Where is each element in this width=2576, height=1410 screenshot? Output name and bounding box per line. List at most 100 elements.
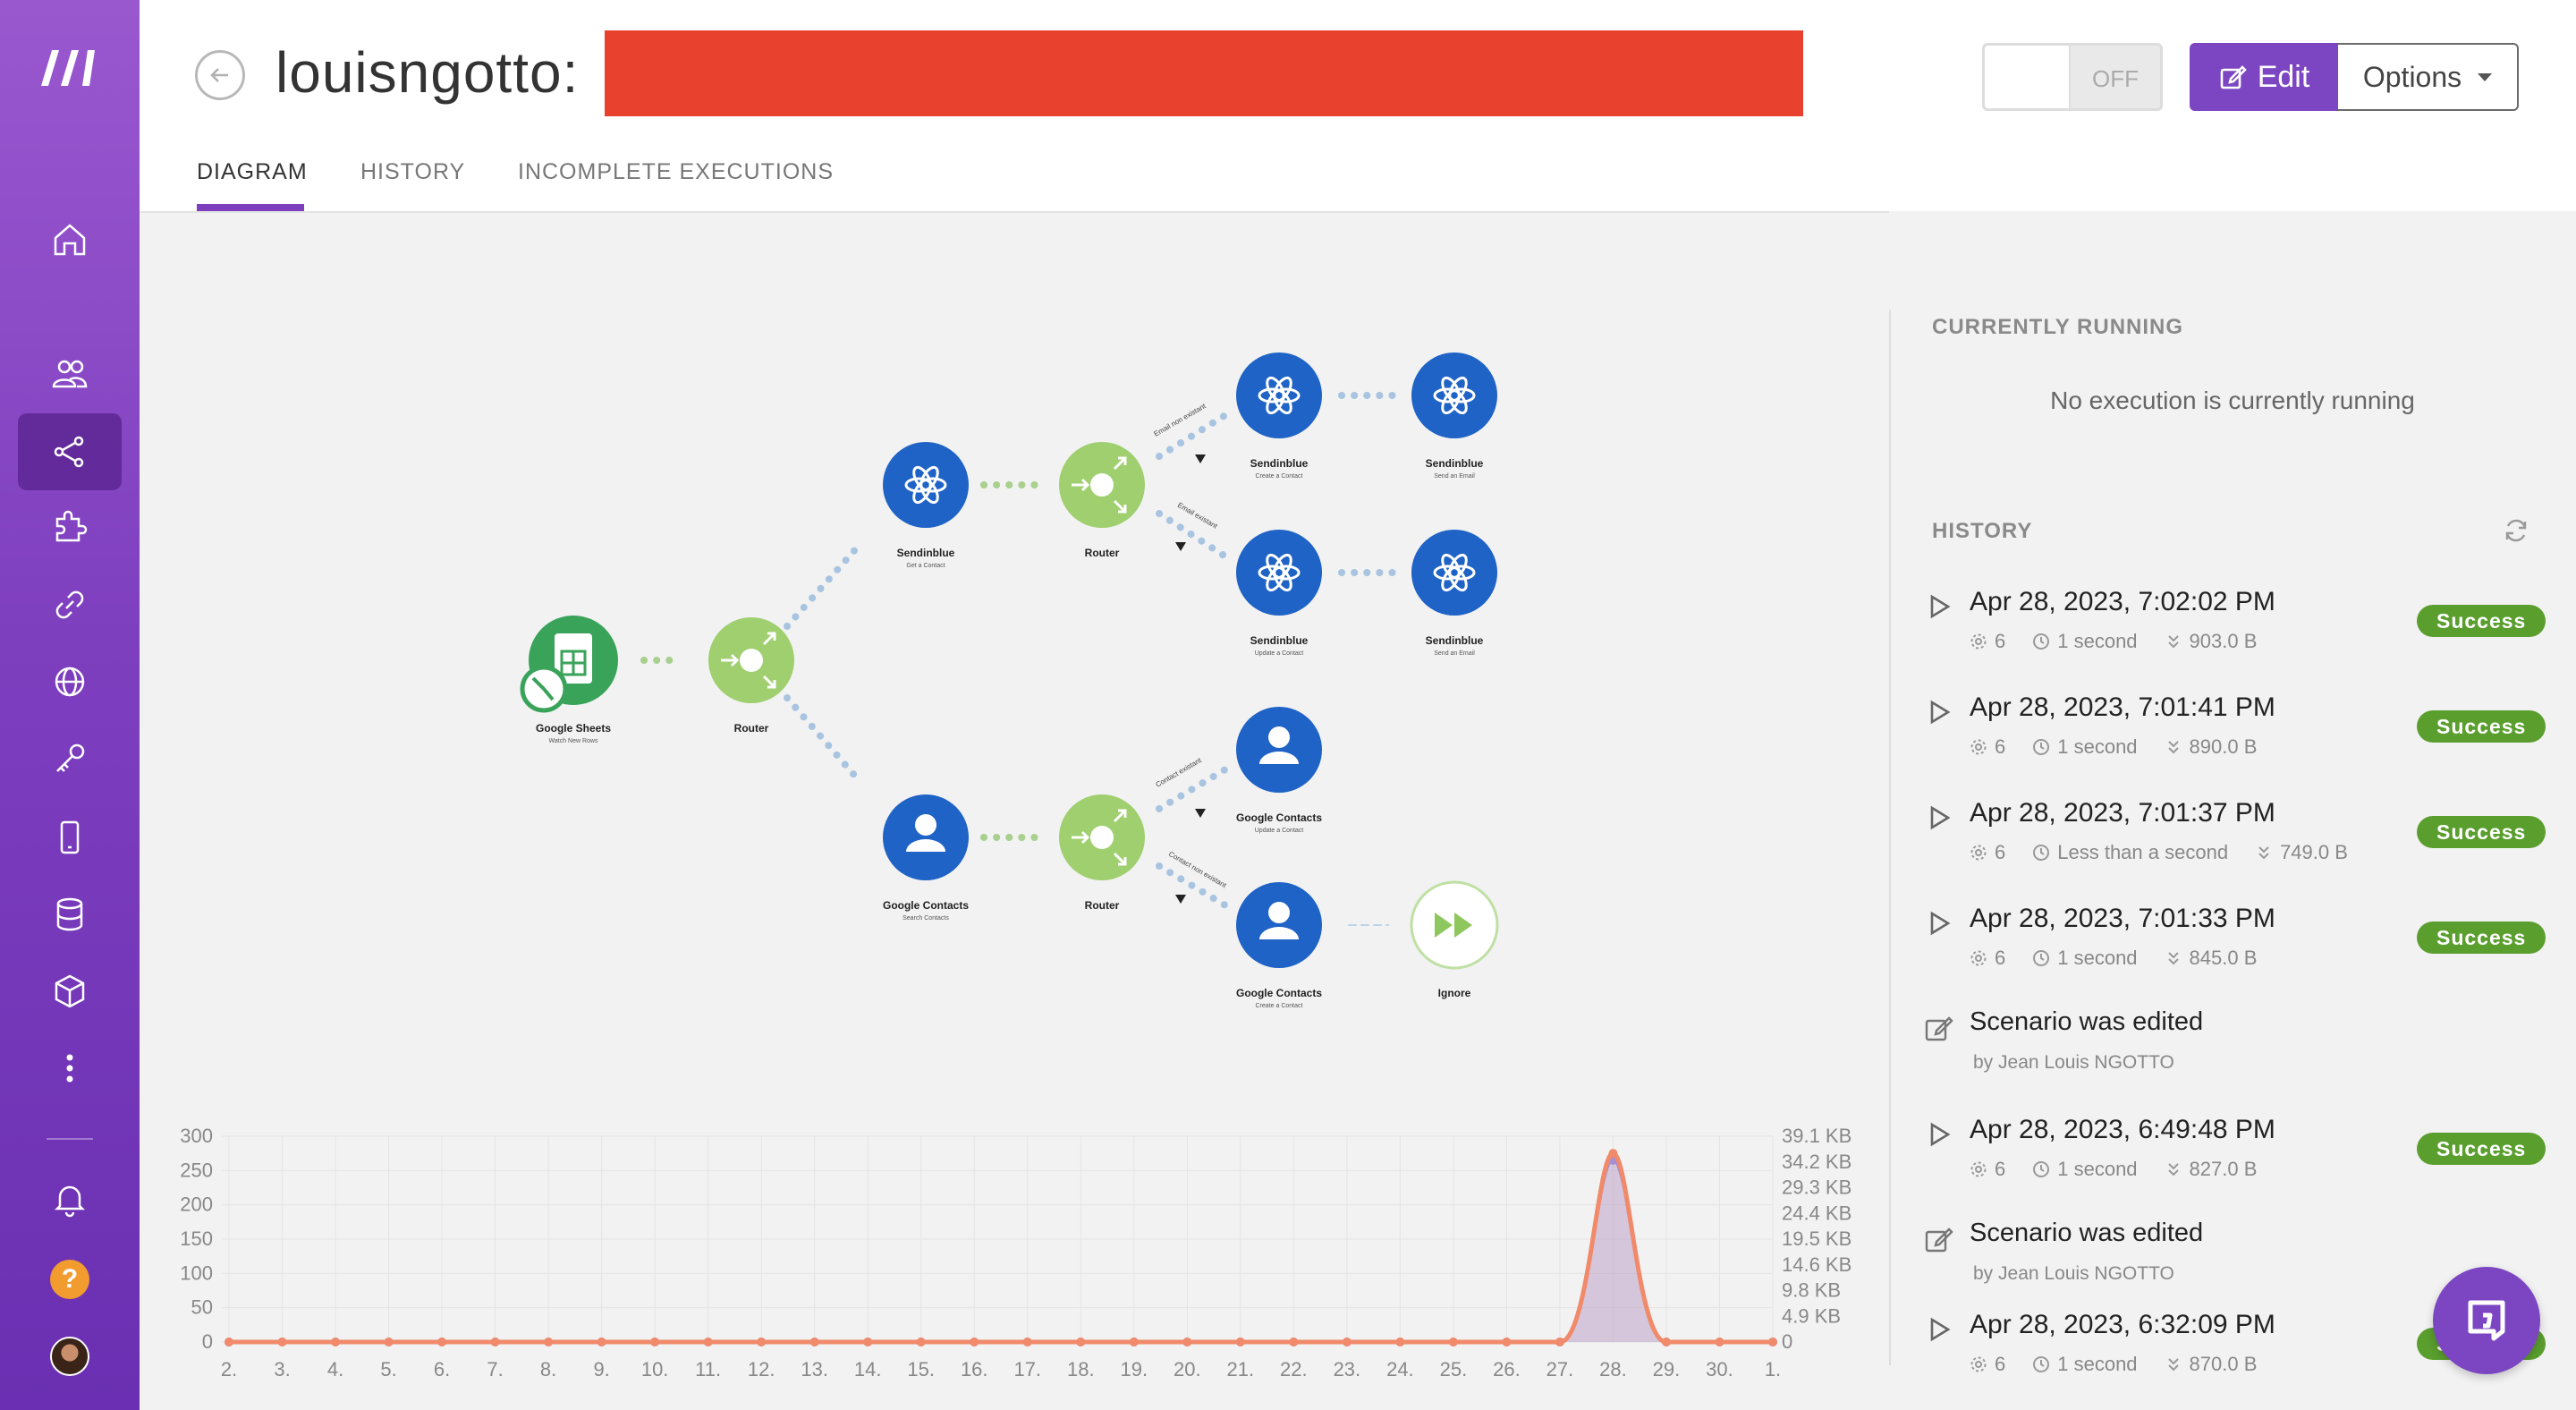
play-icon[interactable] <box>1925 1120 1953 1149</box>
node-google-sheets[interactable]: Google Sheets Watch New Rows <box>520 616 618 744</box>
node-sub: Send an Email <box>1434 650 1475 657</box>
more-icon[interactable] <box>36 1034 104 1102</box>
route-label[interactable]: Contact existant <box>1155 756 1204 789</box>
node-google-contacts[interactable]: Google Contacts Search Contacts <box>883 794 969 922</box>
data-point <box>1502 1338 1512 1346</box>
x-tick-label: 17. <box>1013 1358 1041 1380</box>
play-icon[interactable] <box>1925 592 1953 621</box>
node-sendinblue[interactable]: Sendinblue Update a Contact <box>1236 530 1322 657</box>
data-point <box>1235 1338 1245 1346</box>
make-logo-icon[interactable] <box>38 43 104 91</box>
router-icon <box>1090 826 1114 849</box>
connector <box>1156 862 1229 909</box>
node-router[interactable]: Router <box>1059 794 1145 912</box>
devices-icon[interactable] <box>36 803 104 871</box>
connections-icon[interactable] <box>36 571 104 639</box>
history-title: HISTORY <box>1932 519 2033 543</box>
edit-button[interactable]: Edit <box>2190 43 2338 111</box>
play-icon[interactable] <box>1925 698 1953 726</box>
run-size: 749.0 B <box>2280 841 2348 863</box>
datastructures-icon[interactable] <box>36 957 104 1025</box>
person-icon <box>1268 902 1290 923</box>
series-area <box>229 1153 1773 1342</box>
scenario-diagram[interactable]: Email non existant Email existant Contac… <box>140 211 1889 1410</box>
data-point <box>916 1338 926 1346</box>
y-tick-label: 150 <box>180 1227 213 1250</box>
node-label: Google Contacts <box>1236 987 1322 999</box>
home-icon[interactable] <box>36 206 104 274</box>
diagram-area: Email non existant Email existant Contac… <box>140 211 1889 1410</box>
node-google-contacts[interactable]: Google Contacts Update a Contact <box>1236 707 1322 834</box>
y2-tick-label: 14.6 KB <box>1782 1253 1852 1276</box>
tab-incomplete-executions[interactable]: INCOMPLETE EXECUTIONS <box>518 159 834 184</box>
node-sendinblue[interactable]: Sendinblue Send an Email <box>1411 530 1497 657</box>
node-ignore[interactable]: Ignore <box>1410 880 1499 999</box>
node-sendinblue[interactable]: Sendinblue Get a Contact <box>883 442 969 569</box>
avatar[interactable] <box>50 1337 89 1376</box>
tab-diagram[interactable]: DIAGRAM <box>197 159 308 184</box>
route-label[interactable]: Contact non existant <box>1167 850 1228 890</box>
back-button[interactable] <box>195 50 245 100</box>
x-tick-label: 3. <box>274 1358 290 1380</box>
x-tick-label: 18. <box>1067 1358 1095 1380</box>
webhooks-icon[interactable] <box>36 648 104 716</box>
run-duration: 1 second <box>2057 1353 2138 1375</box>
play-icon[interactable] <box>1925 803 1953 832</box>
run-date: Apr 28, 2023, 6:32:09 PM <box>1970 1310 2275 1339</box>
bell-icon[interactable] <box>36 1165 104 1233</box>
datastores-icon[interactable] <box>36 880 104 948</box>
options-dropdown[interactable]: Options <box>2338 43 2519 111</box>
redacted-block <box>605 30 1803 116</box>
run-size: 870.0 B <box>2189 1353 2258 1375</box>
transfer-icon <box>2258 846 2269 860</box>
y2-tick-label: 34.2 KB <box>1782 1151 1852 1173</box>
gear-icon <box>1970 950 1987 966</box>
x-tick-label: 20. <box>1174 1358 1201 1380</box>
run-date: Apr 28, 2023, 7:02:02 PM <box>1970 587 2275 616</box>
edit-title: Scenario was edited <box>1970 1219 2204 1247</box>
person-icon <box>1268 726 1290 748</box>
tab-active-indicator <box>197 204 304 211</box>
team-icon[interactable] <box>36 340 104 408</box>
scheduling-toggle[interactable]: OFF <box>1982 43 2163 111</box>
play-icon[interactable] <box>1925 909 1953 938</box>
transfer-icon <box>2167 1163 2179 1176</box>
node-router[interactable]: Router <box>1059 442 1145 559</box>
y2-tick-label: 9.8 KB <box>1782 1279 1841 1302</box>
route-label[interactable]: Email non existant <box>1153 402 1208 438</box>
chat-support-button[interactable] <box>2433 1267 2540 1374</box>
scenarios-icon[interactable] <box>18 413 122 490</box>
tab-history[interactable]: HISTORY <box>360 159 466 184</box>
clock-icon <box>2033 1356 2050 1372</box>
y-tick-label: 300 <box>180 1125 213 1147</box>
data-point <box>331 1338 341 1346</box>
no-execution-text: No execution is currently running <box>2050 386 2415 414</box>
refresh-icon[interactable] <box>2503 517 2529 544</box>
keys-icon[interactable] <box>36 725 104 793</box>
filter-icon[interactable] <box>1195 454 1206 463</box>
data-point <box>1395 1338 1405 1346</box>
node-google-contacts[interactable]: Google Contacts Create a Contact <box>1236 882 1322 1009</box>
edit-author: by Jean Louis NGOTTO <box>1973 1263 2174 1284</box>
help-icon[interactable]: ? <box>50 1260 89 1299</box>
run-size: 845.0 B <box>2189 947 2258 969</box>
filter-icon[interactable] <box>1175 895 1186 904</box>
run-duration: 1 second <box>2057 947 2138 969</box>
node-sendinblue[interactable]: Sendinblue Send an Email <box>1411 352 1497 480</box>
x-tick-label: 28. <box>1599 1358 1627 1380</box>
templates-icon[interactable] <box>36 494 104 562</box>
status-badge: Success <box>2417 710 2546 743</box>
data-point <box>757 1338 767 1346</box>
x-tick-label: 11. <box>695 1358 721 1380</box>
node-router[interactable]: Router <box>708 617 794 735</box>
run-ops: 6 <box>1995 1353 2006 1375</box>
data-point <box>1608 1149 1618 1159</box>
filter-icon[interactable] <box>1175 542 1186 551</box>
filter-icon[interactable] <box>1195 809 1206 818</box>
panel-divider <box>1889 310 1891 1365</box>
node-sendinblue[interactable]: Sendinblue Create a Contact <box>1236 352 1322 480</box>
y-tick-label: 200 <box>180 1193 213 1216</box>
play-icon[interactable] <box>1925 1315 1953 1344</box>
node-label: Ignore <box>1438 987 1471 999</box>
currently-running-title: CURRENTLY RUNNING <box>1932 315 2184 339</box>
